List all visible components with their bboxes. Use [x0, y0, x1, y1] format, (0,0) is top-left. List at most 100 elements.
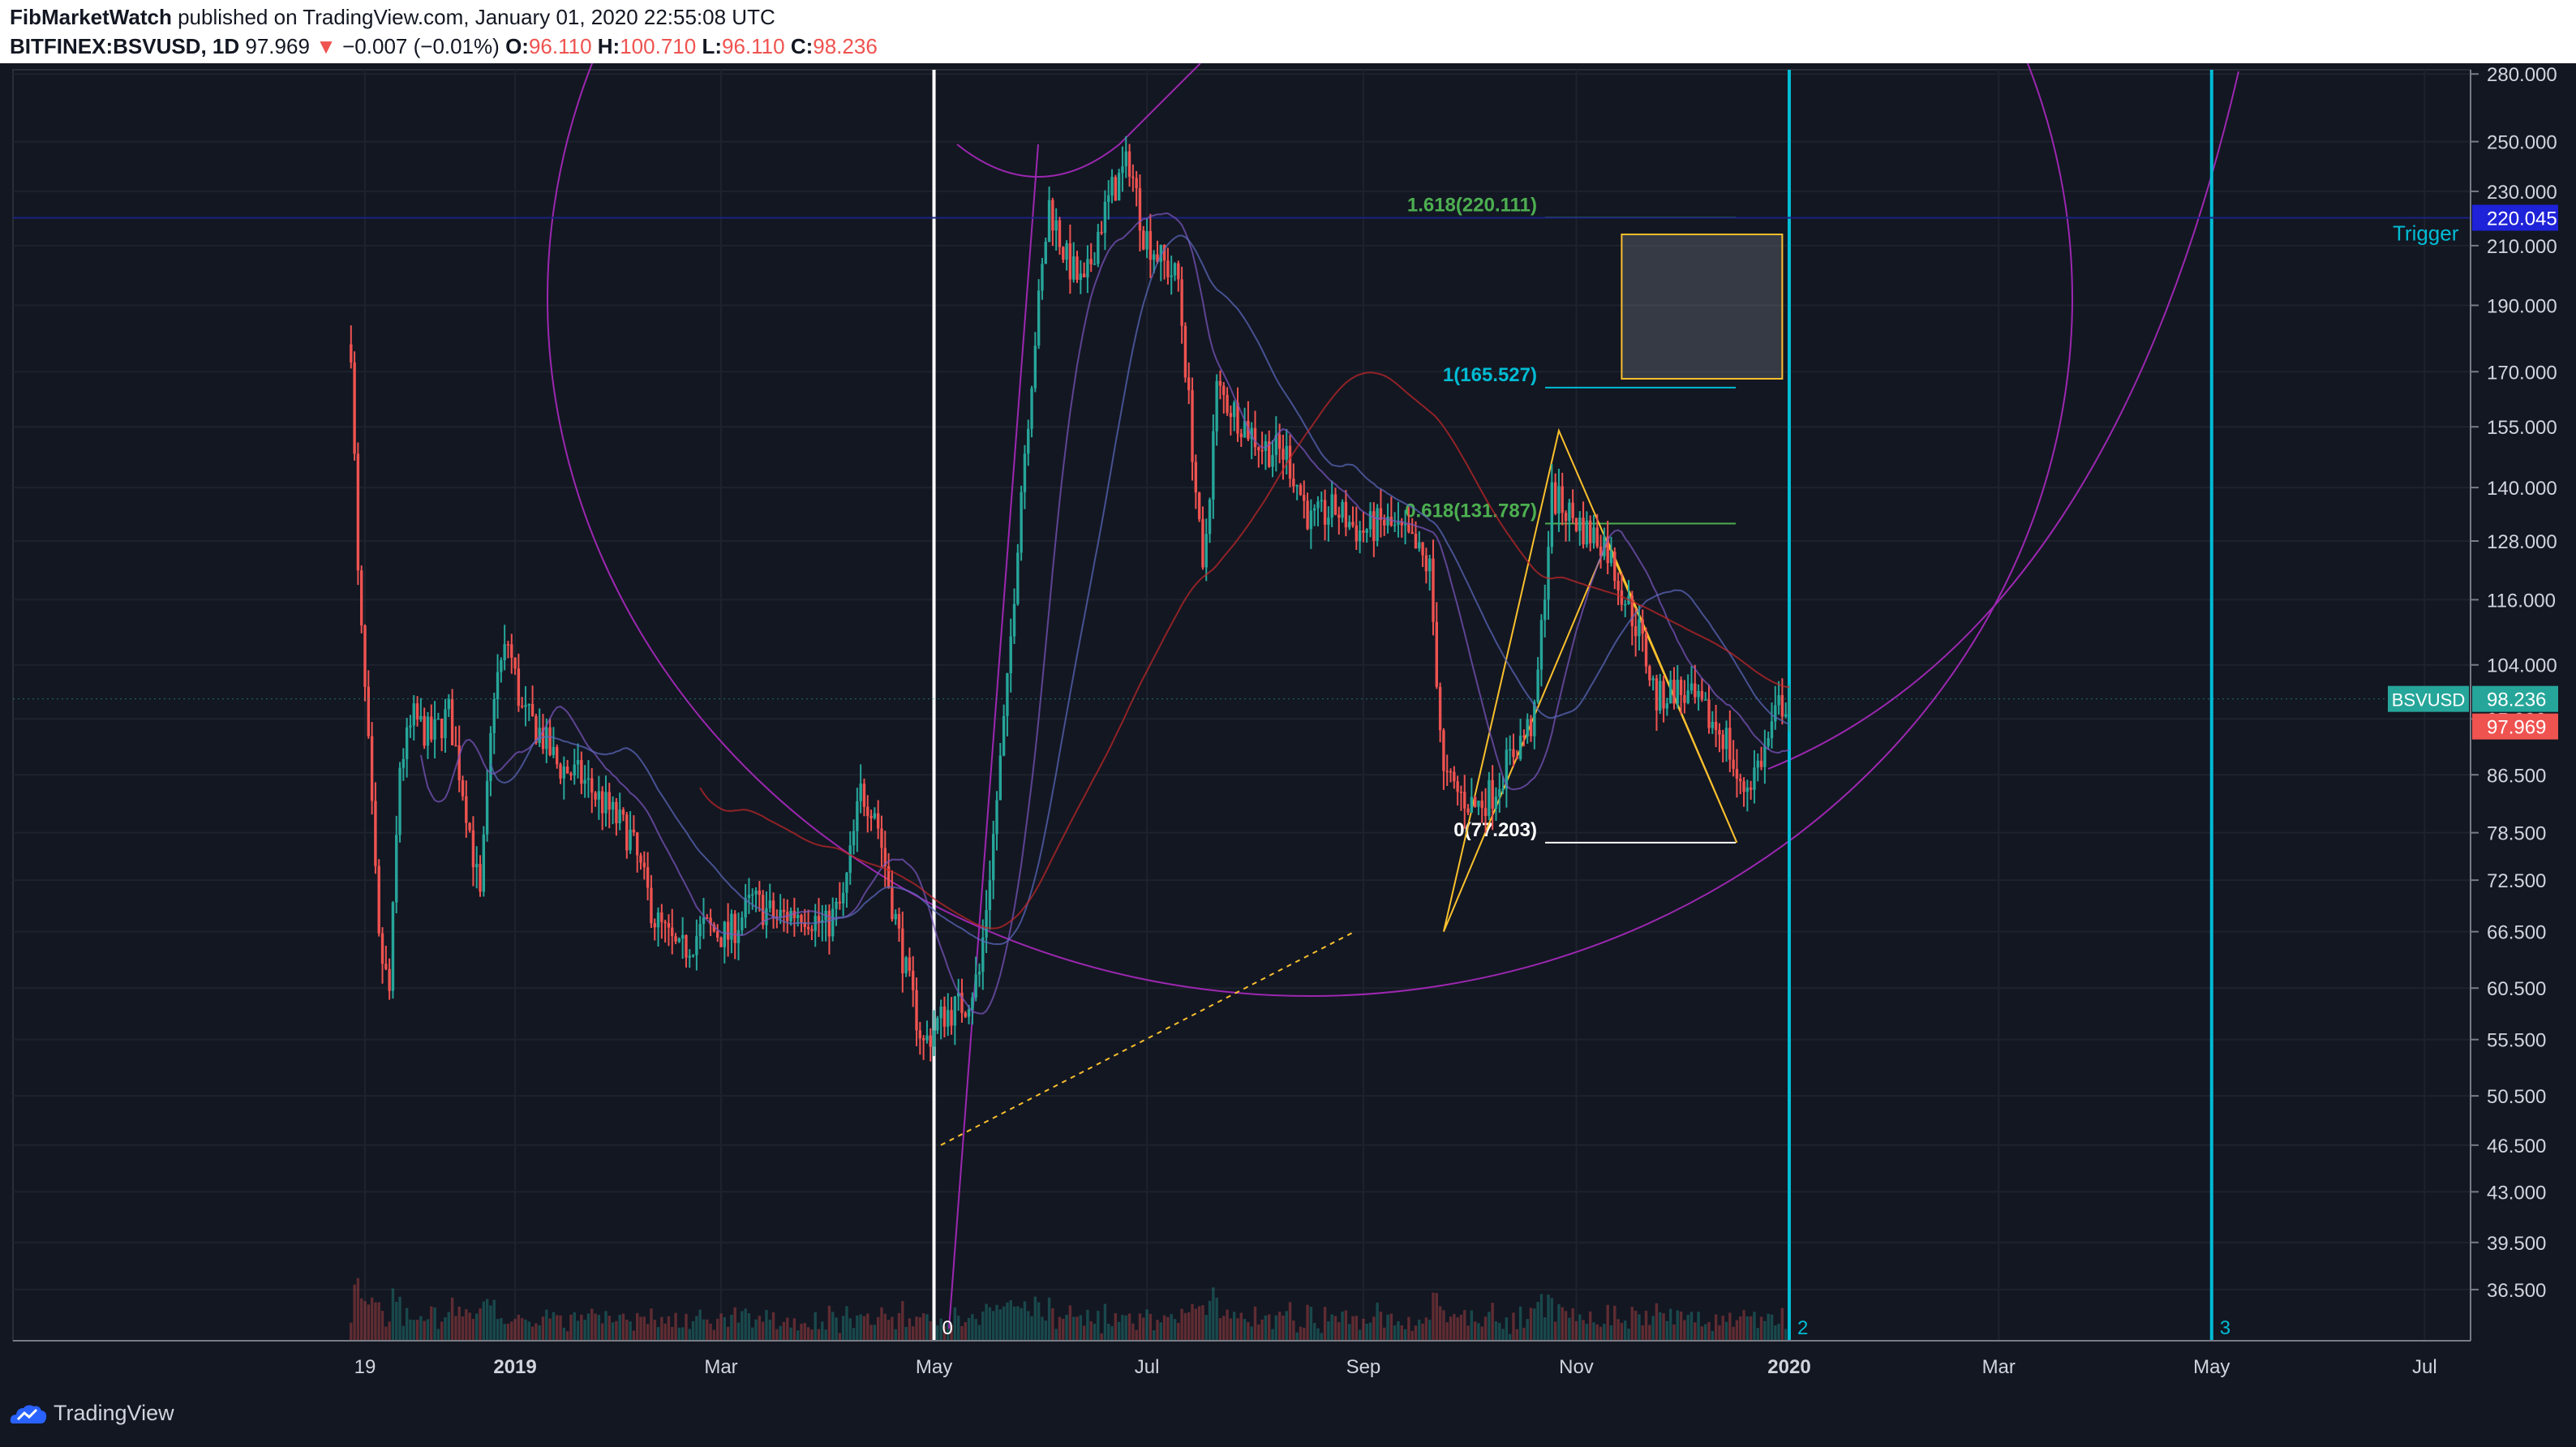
footer [0, 1385, 2576, 1447]
candle-body [457, 745, 461, 781]
y-tick-label: 250.000 [2487, 132, 2557, 154]
author-name[interactable]: FibMarketWatch [10, 5, 172, 29]
candle-body [506, 644, 510, 646]
candle-body [883, 848, 887, 866]
volume-bar [1732, 1326, 1735, 1341]
volume-bar [604, 1311, 608, 1341]
time-axis[interactable]: 19 2019 Mar May Jul Sep Nov 2020 Mar May Jul [13, 1340, 2471, 1378]
tradingview-cloud-icon [10, 1404, 47, 1423]
candle-body [1023, 453, 1027, 492]
candle-body [1016, 552, 1020, 604]
volume-bar [1166, 1316, 1170, 1341]
candle-body [771, 900, 775, 917]
candle-body [1668, 680, 1672, 704]
volume-bar [461, 1316, 465, 1341]
price-axis[interactable]: 280.000 250.000 230.000 210.000 190.000 170.0… [2470, 64, 2557, 1341]
volume-bar [1362, 1318, 1365, 1341]
volume-bars [350, 1277, 1791, 1341]
volume-bar [806, 1327, 810, 1341]
volume-bar [1131, 1323, 1135, 1341]
tradingview-logo[interactable]: TradingView [10, 1401, 174, 1426]
candle-body [1788, 700, 1791, 715]
volume-bar [859, 1314, 862, 1341]
candle-body [1107, 195, 1110, 202]
volume-bar [960, 1325, 964, 1341]
volume-bar [541, 1316, 545, 1341]
candle-body [1204, 534, 1208, 568]
candle-body [433, 719, 436, 740]
candle-body [475, 864, 479, 868]
volume-bar [1344, 1310, 1348, 1341]
candle-body [751, 894, 754, 896]
volume-bar [912, 1326, 915, 1341]
volume-bar [1557, 1303, 1561, 1341]
volume-bar [1372, 1316, 1376, 1341]
candle-body [1683, 694, 1686, 703]
candle-body [374, 801, 377, 866]
volume-bar [754, 1319, 758, 1341]
publish-info: published on TradingView.com, January 01… [178, 5, 775, 29]
volume-bar [1016, 1306, 1020, 1341]
candle-body [380, 933, 384, 964]
candle-body [1704, 699, 1707, 701]
volume-bar [1550, 1298, 1554, 1341]
volume-bar [384, 1326, 388, 1341]
candle-body [1711, 721, 1715, 728]
candle-body [1250, 427, 1253, 440]
volume-bar [1194, 1308, 1198, 1341]
volume-bar [1689, 1312, 1694, 1341]
volume-bar [1002, 1306, 1006, 1341]
candle-body [1079, 273, 1083, 281]
volume-bar [1704, 1324, 1707, 1341]
volume-bar [583, 1320, 586, 1341]
volume-bar [471, 1319, 475, 1341]
candle-body [1641, 619, 1644, 634]
volume-bar [936, 1325, 939, 1341]
volume-bar [1606, 1304, 1609, 1341]
candle-body [1288, 445, 1292, 479]
candle-body [1648, 666, 1651, 681]
candle-body [960, 992, 964, 1013]
candle-body [733, 913, 736, 943]
volume-bar [1403, 1329, 1407, 1341]
candle-body [1763, 745, 1767, 767]
volume-bar [1159, 1322, 1162, 1341]
candle-body [1201, 519, 1204, 568]
candle-body [1299, 485, 1303, 496]
symbol-label[interactable]: BITFINEX:BSVUSD, 1D [10, 34, 240, 58]
volume-bar [457, 1306, 461, 1341]
candle-body [629, 829, 632, 851]
candle-body [1194, 462, 1198, 493]
volume-bar [1250, 1326, 1253, 1341]
volume-bar [594, 1313, 597, 1341]
volume-bar [1571, 1307, 1574, 1341]
candle-body [1728, 728, 1732, 760]
fib-extension: 1.618(220.111) 1(165.527) 0.618(131.787) 0(… [13, 194, 2471, 844]
volume-bar [1599, 1326, 1603, 1341]
volume-bar [1393, 1325, 1397, 1341]
x-tick-label: 2019 [493, 1356, 536, 1378]
volume-bar [359, 1298, 363, 1341]
volume-bar [1397, 1320, 1400, 1341]
candle-body [1418, 542, 1421, 549]
volume-bar [1316, 1328, 1320, 1341]
candle-body [768, 900, 771, 908]
candle-body [1062, 247, 1065, 260]
x-tick-label: Nov [1559, 1356, 1594, 1378]
price-chart[interactable]: 0 2 3 1.618(220.111) 1(165.527) 0.618(131.78… [0, 63, 2576, 1385]
candle-body [1494, 796, 1498, 809]
volume-bar [1215, 1297, 1218, 1341]
volume-bar [1093, 1323, 1097, 1341]
volume-bar [1512, 1312, 1515, 1341]
volume-bar [698, 1309, 702, 1341]
candle-body [656, 912, 660, 928]
volume-bar [981, 1312, 985, 1341]
target-box [1621, 233, 1784, 380]
volume-bar [1679, 1312, 1683, 1341]
volume-bar [1033, 1296, 1037, 1341]
volume-bar [1561, 1307, 1564, 1341]
candle-body [1410, 531, 1414, 535]
candle-body [636, 832, 639, 856]
candle-body [496, 672, 500, 700]
candle-body [1051, 200, 1054, 231]
